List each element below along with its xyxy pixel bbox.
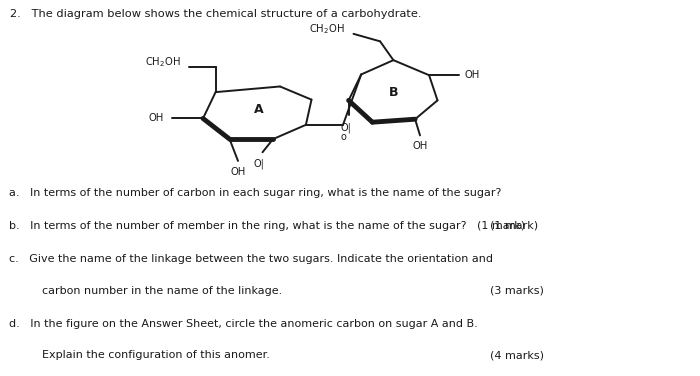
Text: Explain the configuration of this anomer.: Explain the configuration of this anomer… (42, 350, 270, 361)
Text: O|: O| (253, 159, 265, 169)
Text: CH$_2$OH: CH$_2$OH (145, 55, 181, 69)
Text: A: A (254, 103, 264, 115)
Text: B: B (389, 86, 399, 99)
Text: carbon number in the name of the linkage.: carbon number in the name of the linkage… (42, 286, 282, 296)
Text: (4 marks): (4 marks) (490, 350, 544, 361)
Text: (3 marks): (3 marks) (490, 286, 544, 296)
Text: b.   In terms of the number of member in the ring, what is the name of the sugar: b. In terms of the number of member in t… (9, 221, 525, 231)
Text: 2.   The diagram below shows the chemical structure of a carbohydrate.: 2. The diagram below shows the chemical … (10, 9, 422, 20)
Text: d.   In the figure on the Answer Sheet, circle the anomeric carbon on sugar A an: d. In the figure on the Answer Sheet, ci… (9, 319, 478, 329)
Text: OH: OH (230, 167, 246, 177)
Text: OH: OH (464, 70, 480, 80)
Text: o: o (340, 132, 346, 142)
Text: O|: O| (340, 123, 351, 133)
Text: OH: OH (148, 114, 164, 123)
Text: c.   Give the name of the linkage between the two sugars. Indicate the orientati: c. Give the name of the linkage between … (9, 254, 493, 264)
Text: OH: OH (412, 141, 428, 151)
Text: (1 mark): (1 mark) (490, 221, 538, 231)
Text: a.   In terms of the number of carbon in each sugar ring, what is the name of th: a. In terms of the number of carbon in e… (9, 188, 501, 198)
Text: CH$_2$OH: CH$_2$OH (309, 22, 345, 36)
